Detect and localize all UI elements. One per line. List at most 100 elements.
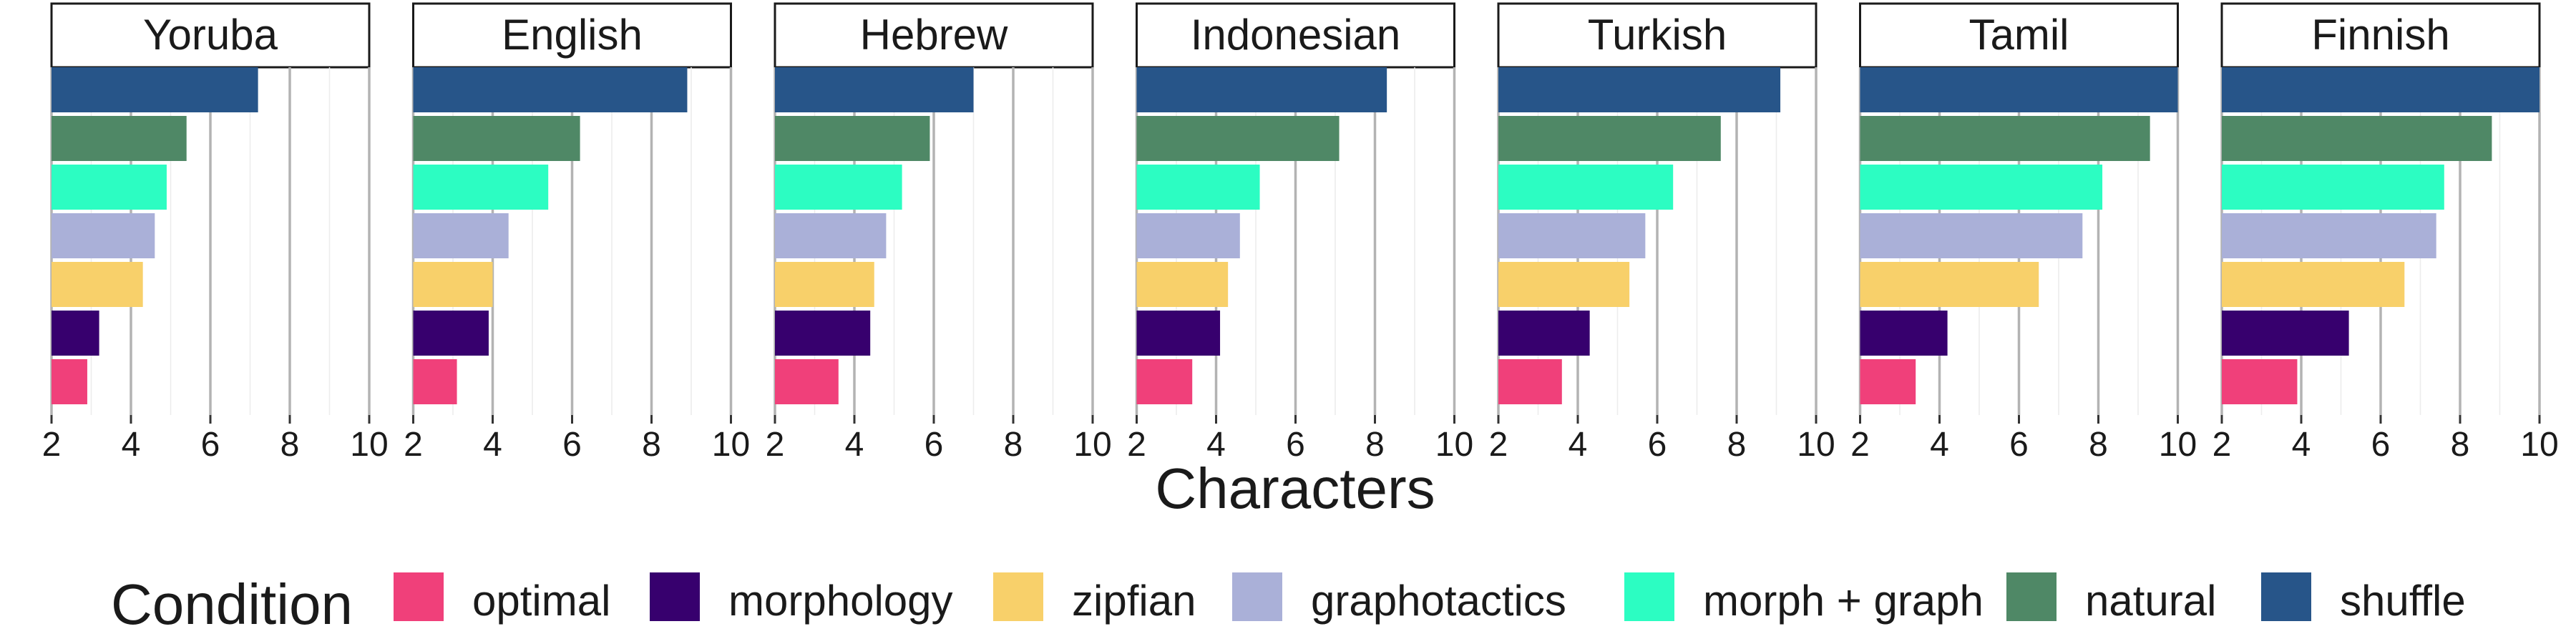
bar-indonesian-morph-graph	[1136, 165, 1260, 210]
bar-english-natural	[413, 116, 580, 161]
bar-english-shuffle	[413, 67, 688, 112]
facet-strip	[1497, 2, 1818, 69]
bar-english-graphotactics	[413, 213, 509, 258]
facet-strip-label: Yoruba	[143, 11, 278, 59]
x-tick-label: 2	[42, 426, 62, 464]
x-tick-label: 6	[2371, 426, 2391, 464]
bar-english-morphology	[413, 311, 489, 356]
facet-strip	[1136, 2, 1455, 69]
bar-turkish-shuffle	[1498, 67, 1781, 112]
x-tick-label: 8	[280, 426, 300, 464]
facet-panel-indonesian: Indonesian 2 4 6 8 10	[1127, 2, 1473, 464]
x-tick-label: 8	[642, 426, 661, 464]
legend-key	[650, 572, 700, 621]
facet-strip-label: Indonesian	[1191, 11, 1401, 59]
legend-key	[394, 572, 444, 621]
x-tick-label: 10	[2159, 426, 2197, 464]
x-tick-label: 2	[1489, 426, 1508, 464]
bar-yoruba-zipfian	[52, 262, 143, 307]
bar-hebrew-morphology	[775, 311, 871, 356]
x-tick-label: 2	[404, 426, 423, 464]
x-tick-label: 6	[924, 426, 944, 464]
bar-tamil-zipfian	[1860, 262, 2039, 307]
legend-key	[1232, 572, 1282, 621]
facet-strip-label: Hebrew	[860, 11, 1008, 59]
bar-hebrew-optimal	[775, 359, 839, 404]
x-tick-label: 4	[1930, 426, 1949, 464]
x-tick-label: 8	[1365, 426, 1385, 464]
bar-turkish-morph-graph	[1498, 165, 1674, 210]
bar-tamil-morphology	[1860, 311, 1948, 356]
x-tick-label: 4	[2292, 426, 2311, 464]
bar-hebrew-graphotactics	[775, 213, 887, 258]
facet-panel-finnish: Finnish 2 4 6 8 10	[2212, 2, 2559, 464]
facet-strip-label: Finnish	[2311, 11, 2449, 59]
facet-strip	[50, 2, 371, 69]
facet-panel-turkish: Turkish 2 4 6 8 10	[1489, 2, 1835, 464]
x-tick-label: 6	[2009, 426, 2029, 464]
x-tick-label: 8	[2451, 426, 2470, 464]
legend-label: zipfian	[1072, 577, 1196, 625]
facet-strip	[1859, 2, 2179, 69]
legend: Condition optimal morphology zipfian grapho…	[111, 572, 2466, 636]
facet-panel-english: English 2 4 6 8 10	[404, 2, 750, 464]
bar-english-morph-graph	[413, 165, 549, 210]
x-tick-label: 8	[1004, 426, 1023, 464]
bar-finnish-morph-graph	[2222, 165, 2444, 210]
x-tick-label: 2	[1127, 426, 1146, 464]
bar-tamil-graphotactics	[1860, 213, 2083, 258]
legend-label: morph + graph	[1703, 577, 1984, 625]
x-tick-label: 10	[1797, 426, 1835, 464]
bar-hebrew-zipfian	[775, 262, 874, 307]
legend-key	[2261, 572, 2311, 621]
x-tick-label: 6	[1648, 426, 1667, 464]
bar-turkish-optimal	[1498, 359, 1562, 404]
bar-english-zipfian	[413, 262, 493, 307]
x-tick-label: 6	[1286, 426, 1305, 464]
bar-turkish-zipfian	[1498, 262, 1630, 307]
x-tick-label: 8	[1727, 426, 1747, 464]
bar-finnish-optimal	[2222, 359, 2298, 404]
bar-yoruba-shuffle	[52, 67, 258, 112]
x-tick-label: 2	[766, 426, 785, 464]
bar-turkish-morphology	[1498, 311, 1590, 356]
x-tick-label: 4	[1568, 426, 1588, 464]
bar-english-optimal	[413, 359, 457, 404]
x-tick-label: 4	[845, 426, 864, 464]
bar-hebrew-natural	[775, 116, 930, 161]
x-tick-label: 10	[1435, 426, 1473, 464]
bar-turkish-natural	[1498, 116, 1721, 161]
bar-yoruba-morph-graph	[52, 165, 167, 210]
x-tick-label: 6	[562, 426, 582, 464]
x-tick-label: 6	[201, 426, 220, 464]
facet-panel-yoruba: Yoruba 2 4 6 8 10	[42, 2, 389, 464]
bar-indonesian-shuffle	[1136, 67, 1387, 112]
bar-tamil-shuffle	[1860, 67, 2178, 112]
bar-indonesian-zipfian	[1136, 262, 1229, 307]
bar-tamil-morph-graph	[1860, 165, 2103, 210]
legend-label: natural	[2085, 577, 2216, 625]
x-tick-label: 4	[1206, 426, 1226, 464]
bar-finnish-zipfian	[2222, 262, 2405, 307]
legend-key	[2006, 572, 2057, 621]
bar-yoruba-natural	[52, 116, 187, 161]
bar-finnish-natural	[2222, 116, 2492, 161]
legend-label: optimal	[472, 577, 610, 625]
x-tick-label: 2	[2212, 426, 2232, 464]
x-axis-label: Characters	[1155, 457, 1435, 520]
x-tick-label: 10	[712, 426, 750, 464]
bar-tamil-natural	[1860, 116, 2150, 161]
bar-hebrew-morph-graph	[775, 165, 902, 210]
facet-strip	[412, 2, 732, 69]
bar-indonesian-natural	[1136, 116, 1340, 161]
bar-finnish-graphotactics	[2222, 213, 2436, 258]
x-tick-label: 10	[350, 426, 388, 464]
x-tick-label: 4	[122, 426, 141, 464]
facet-strip-label: Tamil	[1968, 11, 2069, 59]
bar-indonesian-graphotactics	[1136, 213, 1240, 258]
x-tick-label: 10	[1073, 426, 1111, 464]
bar-indonesian-morphology	[1136, 311, 1221, 356]
facet-panel-hebrew: Hebrew 2 4 6 8 10	[766, 2, 1112, 464]
bar-yoruba-graphotactics	[52, 213, 155, 258]
